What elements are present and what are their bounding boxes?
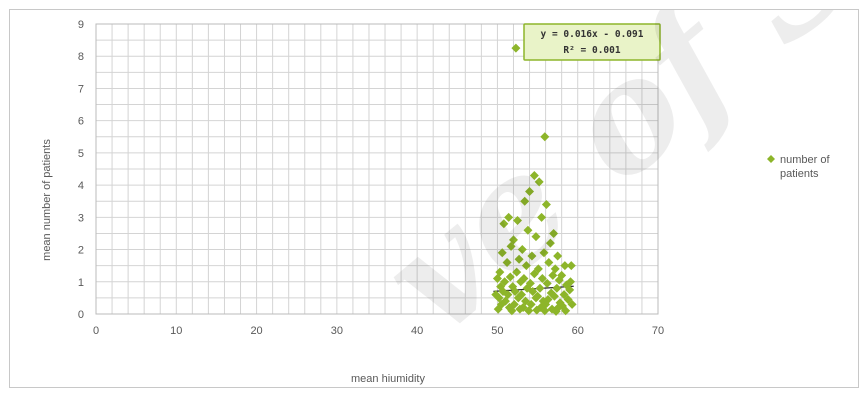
y-tick-label: 7 — [78, 83, 84, 95]
data-points — [491, 43, 577, 316]
data-point — [521, 261, 531, 271]
data-point — [537, 274, 547, 284]
data-point — [534, 177, 544, 187]
plot-area-border — [95, 23, 659, 315]
scatter-chart: 0 10 20 30 40 50 60 70 0 1 2 3 4 5 6 7 8 9 y = 0.016x - 0… — [41, 19, 830, 385]
data-point — [513, 216, 522, 226]
x-tick-label: 40 — [411, 325, 423, 337]
y-tick-label: 5 — [78, 148, 84, 160]
data-point — [505, 272, 515, 282]
data-point — [497, 248, 507, 258]
x-tick-label: 50 — [491, 325, 503, 337]
data-point — [502, 257, 512, 267]
data-point — [520, 196, 530, 206]
data-point — [504, 212, 514, 222]
data-point — [549, 291, 559, 301]
data-point — [565, 285, 575, 295]
y-tick-label: 3 — [78, 212, 84, 224]
y-tick-label: 2 — [78, 245, 84, 257]
x-tick-label: 60 — [572, 325, 584, 337]
data-point — [566, 261, 576, 271]
data-point — [565, 277, 575, 287]
x-tick-label: 0 — [93, 325, 99, 337]
data-point — [544, 257, 554, 267]
data-point — [531, 293, 541, 303]
data-point — [493, 304, 503, 314]
data-point — [525, 187, 535, 197]
data-point — [510, 286, 520, 296]
data-point — [537, 212, 547, 222]
y-tick-label: 1 — [78, 277, 84, 289]
data-point — [499, 219, 509, 229]
data-point — [554, 275, 564, 285]
x-tick-label: 10 — [170, 325, 182, 337]
data-point — [495, 267, 505, 277]
data-point — [529, 170, 539, 180]
data-point — [548, 270, 558, 280]
data-point — [561, 306, 571, 316]
data-point — [540, 306, 550, 316]
r-squared-text: R² = 0.001 — [563, 45, 620, 56]
data-point — [527, 251, 537, 261]
data-point — [524, 306, 534, 316]
legend: number of patients — [767, 154, 830, 180]
grid-lines — [95, 23, 659, 315]
data-point — [541, 199, 551, 209]
equation-text: y = 0.016x - 0.091 — [541, 29, 644, 40]
data-point — [492, 274, 502, 284]
data-point — [560, 261, 570, 271]
data-point — [506, 241, 516, 251]
data-point — [514, 254, 524, 264]
chart-frame: 0 10 20 30 40 50 60 70 0 1 2 3 4 5 6 7 8 9 y = 0.016x - 0… — [9, 9, 864, 388]
y-tick-label: 4 — [78, 180, 84, 192]
data-point — [567, 299, 577, 309]
data-point — [491, 290, 501, 300]
data-point — [539, 248, 549, 258]
data-point — [551, 306, 561, 316]
equation-annotation: y = 0.016x - 0.091 R² = 0.001 — [523, 23, 661, 61]
data-point — [553, 251, 563, 261]
y-axis-title: mean number of patients — [41, 139, 53, 261]
data-point — [516, 277, 526, 287]
data-point — [513, 293, 523, 303]
data-point — [512, 267, 522, 277]
axes: 0 10 20 30 40 50 60 70 0 1 2 3 4 5 6 7 8 9 — [78, 19, 664, 337]
data-point — [540, 132, 550, 142]
data-point — [523, 225, 533, 235]
data-point — [552, 283, 562, 293]
y-tick-label: 0 — [78, 309, 84, 321]
data-point — [529, 269, 539, 279]
y-tick-label: 9 — [78, 19, 84, 31]
data-point — [511, 43, 521, 53]
data-point — [517, 245, 527, 255]
data-point — [535, 283, 545, 293]
data-point — [542, 278, 552, 288]
x-axis-title: mean hiumidity — [351, 373, 425, 385]
data-point — [507, 306, 517, 316]
legend-marker — [767, 155, 775, 163]
data-point — [532, 305, 542, 315]
legend-label: number of patients — [780, 154, 830, 180]
data-point — [515, 304, 525, 314]
data-point — [545, 238, 555, 248]
y-tick-label: 6 — [78, 116, 84, 128]
x-tick-label: 20 — [250, 325, 262, 337]
data-point — [531, 232, 541, 242]
x-tick-label: 70 — [652, 325, 664, 337]
data-point — [528, 286, 538, 296]
equation-box — [523, 23, 661, 61]
data-point — [549, 228, 559, 238]
x-tick-label: 30 — [331, 325, 343, 337]
y-tick-label: 8 — [78, 51, 84, 63]
